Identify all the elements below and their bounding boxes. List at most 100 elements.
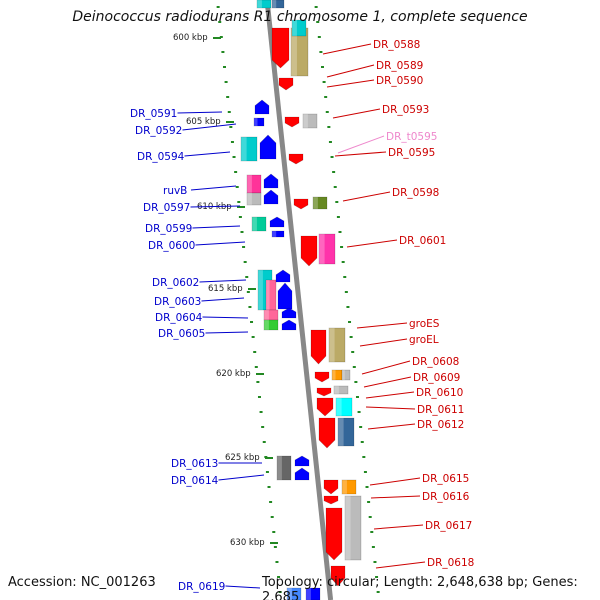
gene-label-leader xyxy=(375,561,426,569)
gene-feature-shade xyxy=(303,114,308,128)
left-track-dot xyxy=(277,576,281,578)
kbp-tick-mark xyxy=(256,373,264,375)
gene-label-leader xyxy=(373,524,424,530)
gene-feature-shade xyxy=(313,197,318,209)
chromosome-backbone xyxy=(264,0,334,600)
gene-label-forward: DR_0616 xyxy=(422,491,470,503)
right-track-dot xyxy=(320,66,324,68)
gene-label-reverse: DR_0614 xyxy=(171,475,219,487)
gene-label-leader xyxy=(326,64,375,78)
left-track-dot xyxy=(221,51,225,53)
left-track-dot xyxy=(269,501,273,503)
left-track-dot xyxy=(272,531,276,533)
gene-label-reverse: DR_0597 xyxy=(143,202,190,214)
gene-arrow-reverse xyxy=(263,173,279,189)
right-track-dot xyxy=(360,441,364,443)
right-track-dot xyxy=(322,81,326,83)
map-title: Deinococcus radiodurans R1 chromosome 1,… xyxy=(72,9,528,25)
gene-arrow-forward xyxy=(293,198,309,210)
left-track-dot xyxy=(229,126,233,128)
gene-arrow-reverse xyxy=(275,269,291,283)
right-track-dot xyxy=(352,366,356,368)
gene-label-forward: DR_0595 xyxy=(388,147,435,159)
gene-label-leader xyxy=(369,477,421,486)
gene-label-leader xyxy=(365,391,415,399)
gene-arrow-reverse xyxy=(294,455,310,467)
right-track-dot xyxy=(341,261,345,263)
left-track-dot xyxy=(275,561,279,563)
gene-label-reverse: DR_0619 xyxy=(178,581,225,593)
gene-label-leader xyxy=(370,495,421,499)
gene-feature-shade xyxy=(258,270,263,310)
gene-feature-shade xyxy=(257,0,262,8)
gene-label-reverse: DR_0603 xyxy=(154,296,201,308)
gene-feature xyxy=(337,417,355,447)
gene-label-leader xyxy=(367,423,416,430)
gene-label-forward: DR_0598 xyxy=(392,187,439,199)
right-track-dot xyxy=(355,396,359,398)
gene-arrow-forward xyxy=(318,417,336,449)
gene-arrow-reverse xyxy=(277,282,293,310)
gene-label-forward: DR_0589 xyxy=(376,60,423,72)
gene-label-reverse: DR_0602 xyxy=(152,277,199,289)
left-track-dot xyxy=(219,36,223,38)
right-track-dot xyxy=(376,591,380,593)
gene-feature-shade xyxy=(241,137,247,161)
gene-arrow-forward xyxy=(271,27,290,69)
gene-feature-shade xyxy=(342,480,347,494)
left-track-dot xyxy=(243,261,247,263)
right-track-dot xyxy=(375,576,379,578)
left-track-dot xyxy=(250,321,254,323)
gene-label-reverse: DR_0592 xyxy=(135,125,182,137)
gene-arrow-forward xyxy=(330,565,346,587)
gene-label-reverse: DR_0599 xyxy=(145,223,192,235)
gene-label-leader xyxy=(190,205,241,208)
gene-feature-shade xyxy=(266,280,270,310)
gene-label-forward: DR_0609 xyxy=(413,372,460,384)
left-track-dot xyxy=(270,516,274,518)
right-track-dot xyxy=(346,306,350,308)
kbp-tick-mark xyxy=(213,37,221,39)
gene-arrow-reverse xyxy=(294,467,310,481)
left-track-dot xyxy=(278,591,282,593)
kbp-tick-label: 630 kbp xyxy=(230,538,265,548)
gene-label-forward: DR_0593 xyxy=(382,104,429,116)
left-track-dot xyxy=(230,141,234,143)
right-track-dot xyxy=(319,51,323,53)
gene-arrow-reverse xyxy=(269,216,285,228)
right-track-dot xyxy=(363,471,367,473)
left-track-dot xyxy=(259,411,263,413)
gene-label-leader xyxy=(218,474,265,481)
left-track-dot xyxy=(257,396,261,398)
kbp-tick-mark xyxy=(237,206,245,208)
gene-label-forward: DR_0590 xyxy=(376,75,423,87)
gene-label-forward: groES xyxy=(409,318,440,330)
gene-feature xyxy=(256,0,272,9)
gene-label-forward: DR_0618 xyxy=(427,557,474,569)
right-track-dot xyxy=(316,21,320,23)
gene-arrow-forward xyxy=(316,397,334,417)
gene-feature xyxy=(253,117,265,127)
gene-label-leader xyxy=(365,406,416,410)
right-track-dot xyxy=(351,351,355,353)
gene-label-reverse: DR_0604 xyxy=(155,312,203,324)
gene-arrow-forward xyxy=(316,387,332,397)
gene-label-leader xyxy=(190,185,237,191)
left-track-dot xyxy=(238,216,242,218)
gene-feature-shade xyxy=(319,234,325,264)
gene-label-leader xyxy=(332,108,381,119)
gene-label-leader xyxy=(359,338,408,347)
left-track-dot xyxy=(232,156,236,158)
gene-arrow-forward xyxy=(323,479,339,495)
gene-feature-shade xyxy=(277,456,282,480)
right-track-dot xyxy=(314,6,318,8)
left-track-dot xyxy=(254,366,258,368)
gene-arrow-reverse xyxy=(254,99,270,115)
gene-label-leader xyxy=(205,331,249,334)
left-track-dot xyxy=(261,426,265,428)
gene-label-leader xyxy=(334,151,387,157)
gene-arrow-reverse xyxy=(263,189,279,205)
left-track-dot xyxy=(227,111,231,113)
right-track-dot xyxy=(332,171,336,173)
